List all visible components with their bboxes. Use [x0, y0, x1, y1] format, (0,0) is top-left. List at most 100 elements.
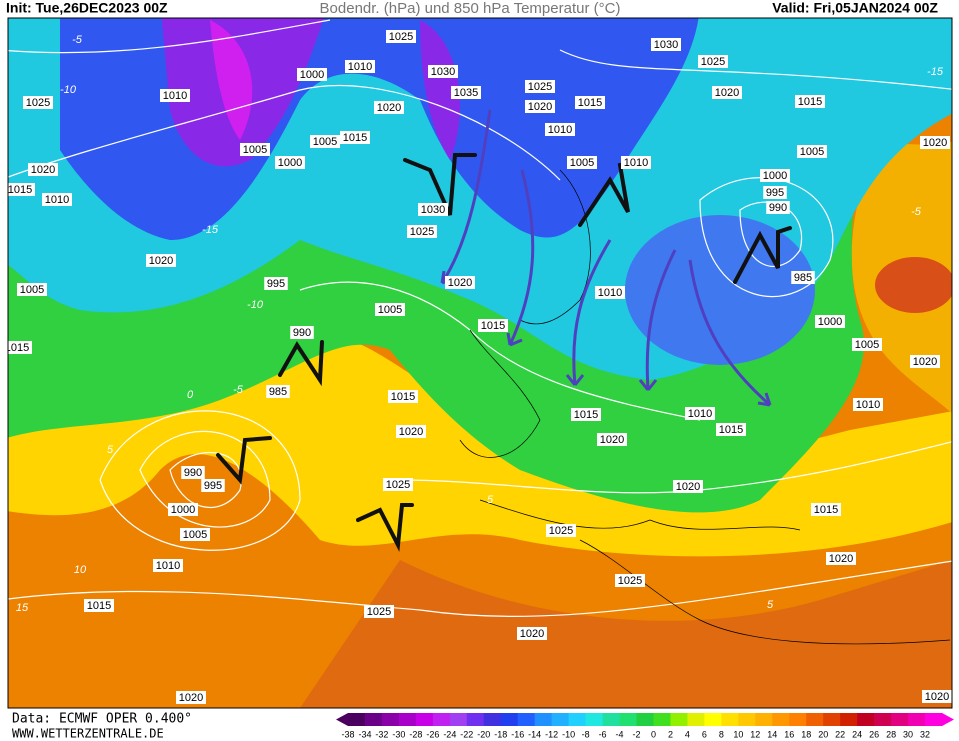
- isobar-label: 1020: [528, 101, 552, 113]
- temperature-label: -15: [927, 66, 944, 78]
- colorbar-label: 22: [835, 729, 845, 739]
- isobar-label-box: [8, 183, 35, 196]
- isobar-label-box: [525, 100, 555, 113]
- colorbar-swatch: [891, 713, 909, 726]
- colorbar-label: 20: [818, 729, 828, 739]
- colorbar-label: 14: [767, 729, 777, 739]
- colorbar-swatch: [398, 713, 417, 726]
- isobar-label: 1015: [481, 320, 505, 332]
- colorbar-swatch: [585, 713, 604, 726]
- colorbar-swatch: [823, 713, 841, 726]
- isobar-label: 990: [769, 202, 787, 214]
- isobar-label: 1020: [600, 434, 624, 446]
- isobar-label: 985: [794, 272, 812, 284]
- colorbar-label: -30: [392, 729, 405, 739]
- isobar-label: 1020: [715, 87, 739, 99]
- colorbar-label: 12: [750, 729, 760, 739]
- isobar-label: 1000: [278, 157, 302, 169]
- colorbar-label: 6: [702, 729, 707, 739]
- isobar-label: 1020: [377, 102, 401, 114]
- isobar-label-box: [445, 276, 475, 289]
- isobar-label-box: [181, 466, 205, 479]
- isobar-label-box: [297, 68, 327, 81]
- isobar-label: 1025: [386, 479, 410, 491]
- isobar-label: 1030: [654, 39, 678, 51]
- isobar-label: 1030: [421, 204, 445, 216]
- isobar-label-box: [595, 286, 625, 299]
- isobar-label: 1025: [389, 31, 413, 43]
- isobar-label-box: [42, 193, 72, 206]
- colorbar-label: -28: [409, 729, 422, 739]
- isobar-label-box: [525, 80, 555, 93]
- isobar-label-box: [922, 690, 952, 703]
- isobar-label-box: [418, 203, 448, 216]
- valid-time: Valid: Fri,05JAN2024 00Z: [772, 0, 938, 16]
- isobar-label-box: [146, 254, 176, 267]
- isobar-label: 985: [269, 386, 287, 398]
- isobar-label-box: [345, 60, 375, 73]
- isobar-label-box: [795, 95, 825, 108]
- isobar-label-box: [374, 101, 404, 114]
- colorbar-swatch: [432, 713, 451, 726]
- purple-north: [420, 20, 460, 160]
- isobar-label-box: [364, 605, 394, 618]
- colorbar-swatch: [568, 713, 587, 726]
- isobar-label-box: [17, 283, 47, 296]
- isobar-label: 1015: [798, 96, 822, 108]
- isobar-label-box: [160, 89, 190, 102]
- map-frame: [7, 17, 953, 709]
- isobar-label: 1020: [448, 277, 472, 289]
- colorbar-swatch: [721, 713, 739, 726]
- isobar-label: 1000: [300, 69, 324, 81]
- isobar-label-box: [545, 123, 575, 136]
- colorbar-label: 18: [801, 729, 811, 739]
- colorbar-label: -10: [562, 729, 575, 739]
- isobar-label: 1010: [548, 124, 572, 136]
- isobar-label: 1020: [520, 628, 544, 640]
- colorbar-label: -34: [358, 729, 371, 739]
- isobar-label: 1020: [829, 553, 853, 565]
- colorbar-label: -20: [477, 729, 490, 739]
- colorbar-swatch: [449, 713, 468, 726]
- colorbar-label: 10: [733, 729, 743, 739]
- blue-east: [625, 215, 815, 365]
- warm-field: [300, 560, 952, 708]
- colorbar: -38 -34 -32 -30 -28 -26 -24 -22 -20 -18 -16 -14 -12-…: [336, 713, 954, 739]
- isobar-label: 1015: [814, 504, 838, 516]
- isobar-label-box: [615, 574, 645, 587]
- isobar-label: 1010: [163, 90, 187, 102]
- colorbar-swatch: [653, 713, 671, 726]
- isobar-label: 1010: [688, 408, 712, 420]
- isobar-label-box: [290, 326, 314, 339]
- isobar-label-box: [698, 55, 728, 68]
- isobar-label-box: [28, 163, 58, 176]
- isobar-label: 1020: [179, 692, 203, 704]
- temperature-label: -5: [233, 384, 244, 396]
- isobar-label-box: [388, 390, 418, 403]
- temperature-label: 5: [487, 494, 494, 506]
- isobar-label: 1005: [20, 284, 44, 296]
- colorbar-swatch: [670, 713, 688, 726]
- temperature-label: -5: [72, 34, 83, 46]
- colorbar-swatch: [466, 713, 485, 726]
- temperature-label: 0: [187, 389, 194, 401]
- isobar-label-box: [168, 503, 198, 516]
- isobar-label-box: [264, 277, 288, 290]
- colorbar-swatch: [687, 713, 705, 726]
- isobar-label-box: [266, 385, 290, 398]
- isobar-label: 1010: [856, 399, 880, 411]
- colorbar-swatch: [857, 713, 875, 726]
- colorbar-swatch: [551, 713, 570, 726]
- colorbar-swatch: [908, 713, 926, 726]
- website: WWW.WETTERZENTRALE.DE: [12, 727, 164, 741]
- isobar-label: 995: [267, 278, 285, 290]
- isobar-label: 1020: [925, 691, 949, 703]
- colorbar-label: -16: [511, 729, 524, 739]
- colorbar-swatch: [415, 713, 434, 726]
- isobar-label-box: [853, 398, 883, 411]
- isobar-label-box: [567, 156, 597, 169]
- isobar-label: 1015: [8, 184, 32, 196]
- isobar-label-box: [852, 338, 882, 351]
